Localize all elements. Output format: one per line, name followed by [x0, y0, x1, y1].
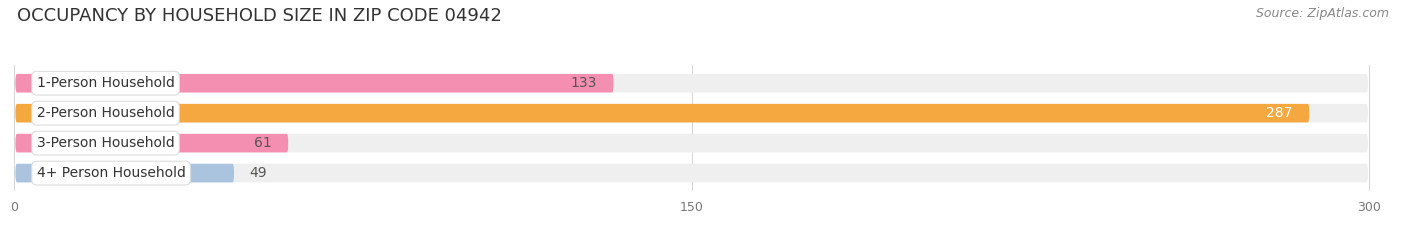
FancyBboxPatch shape [15, 104, 1368, 123]
Text: 133: 133 [571, 76, 596, 90]
FancyBboxPatch shape [15, 134, 288, 152]
FancyBboxPatch shape [15, 104, 1309, 123]
Text: 49: 49 [249, 166, 267, 180]
FancyBboxPatch shape [15, 74, 1368, 93]
FancyBboxPatch shape [15, 164, 233, 182]
FancyBboxPatch shape [15, 74, 613, 93]
Text: 2-Person Household: 2-Person Household [37, 106, 174, 120]
FancyBboxPatch shape [15, 164, 1368, 182]
Text: OCCUPANCY BY HOUSEHOLD SIZE IN ZIP CODE 04942: OCCUPANCY BY HOUSEHOLD SIZE IN ZIP CODE … [17, 7, 502, 25]
Text: 4+ Person Household: 4+ Person Household [37, 166, 186, 180]
Text: Source: ZipAtlas.com: Source: ZipAtlas.com [1256, 7, 1389, 20]
Text: 1-Person Household: 1-Person Household [37, 76, 174, 90]
Text: 287: 287 [1267, 106, 1292, 120]
FancyBboxPatch shape [15, 134, 1368, 152]
Text: 3-Person Household: 3-Person Household [37, 136, 174, 150]
Text: 61: 61 [254, 136, 271, 150]
